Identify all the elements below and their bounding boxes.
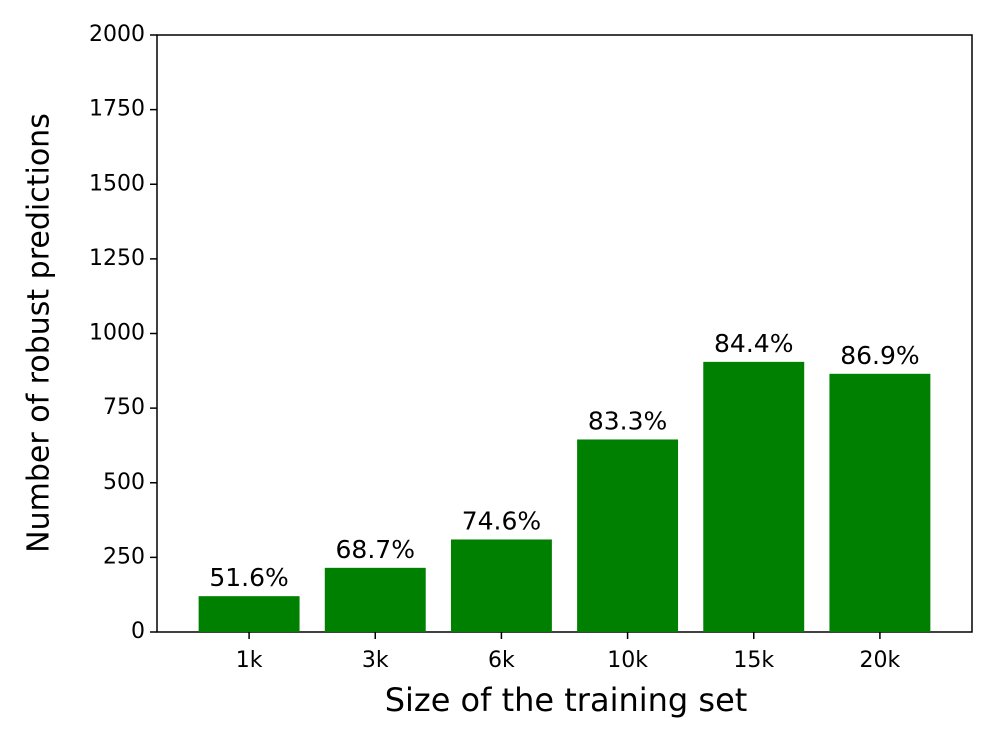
y-tick-label: 500 <box>103 470 145 495</box>
bar-annotation: 68.7% <box>336 535 415 564</box>
bar <box>703 361 805 632</box>
x-tick-label: 10k <box>607 648 648 673</box>
bar-annotation: 51.6% <box>209 563 288 592</box>
y-tick-label: 1250 <box>89 246 145 271</box>
bar-annotation: 86.9% <box>840 341 919 370</box>
y-tick-label: 1750 <box>89 97 145 122</box>
y-axis-label: Number of robust predictions <box>22 113 57 553</box>
y-tick-label: 750 <box>103 395 145 420</box>
bar-annotation: 84.4% <box>714 329 793 358</box>
y-tick-label: 0 <box>131 619 145 644</box>
x-axis-label: Size of the training set <box>385 681 748 719</box>
bar <box>829 373 931 632</box>
y-tick-label: 2000 <box>89 22 145 47</box>
bar <box>198 596 300 632</box>
bar <box>450 539 552 632</box>
x-tick-label: 20k <box>860 648 901 673</box>
y-tick-label: 1000 <box>89 321 145 346</box>
x-tick-label: 3k <box>362 648 389 673</box>
bar <box>324 567 426 632</box>
y-tick-label: 250 <box>103 544 145 569</box>
x-tick-label: 1k <box>236 648 263 673</box>
bar <box>577 439 679 632</box>
bar-annotation: 74.6% <box>462 506 541 535</box>
y-tick-label: 1500 <box>89 171 145 196</box>
x-tick-label: 6k <box>488 648 515 673</box>
x-tick-label: 15k <box>733 648 774 673</box>
bar-annotation: 83.3% <box>588 406 667 435</box>
